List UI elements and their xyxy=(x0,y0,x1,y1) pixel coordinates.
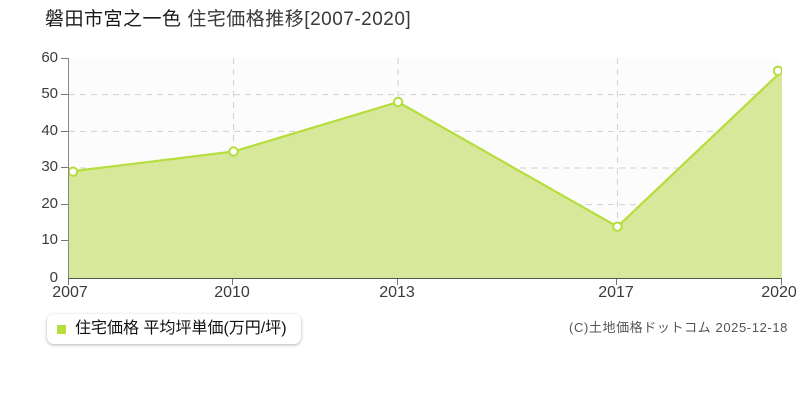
chart-title-main: 磐田市宮之一色 xyxy=(45,9,182,30)
area-fill xyxy=(69,70,782,278)
y-axis-label-0: 0 xyxy=(49,269,58,286)
x-axis-label-2020: 2020 xyxy=(761,284,797,301)
data-point-markers xyxy=(69,65,782,232)
y-axis-label-60: 60 xyxy=(41,49,58,66)
legend-square-icon xyxy=(57,324,66,334)
y-axis-label-20: 20 xyxy=(41,195,58,212)
y-axis-label-50: 50 xyxy=(41,85,58,102)
y-axis-tick-60 xyxy=(61,58,68,59)
page-title: 磐田市宮之一色 住宅価格推移[2007-2020] xyxy=(45,8,411,32)
data-point-2013 xyxy=(392,96,404,108)
y-axis-label-30: 30 xyxy=(41,158,58,175)
y-axis-tick-10 xyxy=(61,240,68,241)
area-chart-svg xyxy=(69,58,782,278)
y-axis-tick-30 xyxy=(61,167,68,168)
data-point-2010 xyxy=(228,146,239,157)
data-point-2020 xyxy=(772,65,782,77)
x-axis-label-2013: 2013 xyxy=(379,284,415,301)
chart-title-sub: 住宅価格推移[2007-2020] xyxy=(181,9,412,30)
x-axis-label-2007: 2007 xyxy=(52,284,88,301)
legend-item-label: 住宅価格 平均坪単価(万円/坪) xyxy=(75,320,287,337)
data-point-2007 xyxy=(69,166,79,177)
x-axis-label-2010: 2010 xyxy=(214,284,250,301)
x-axis-tick-2010 xyxy=(232,279,233,285)
y-axis-label-10: 10 xyxy=(41,231,58,248)
x-axis-tick-2020 xyxy=(781,279,782,285)
copyright-text: (C)土地価格ドットコム 2025-12-18 xyxy=(569,320,788,335)
x-axis-tick-2013 xyxy=(397,279,398,285)
y-axis-tick-20 xyxy=(61,204,68,205)
plot-area xyxy=(68,58,782,279)
chart-legend[interactable]: 住宅価格 平均坪単価(万円/坪) xyxy=(47,314,301,344)
x-axis-label-2017: 2017 xyxy=(598,284,634,301)
x-axis-tick-2007 xyxy=(68,279,69,285)
y-axis-label-40: 40 xyxy=(41,122,58,139)
data-point-2017 xyxy=(612,221,623,232)
x-axis-tick-2017 xyxy=(616,279,617,285)
y-axis-tick-50 xyxy=(61,94,68,95)
y-axis-tick-40 xyxy=(61,131,68,132)
